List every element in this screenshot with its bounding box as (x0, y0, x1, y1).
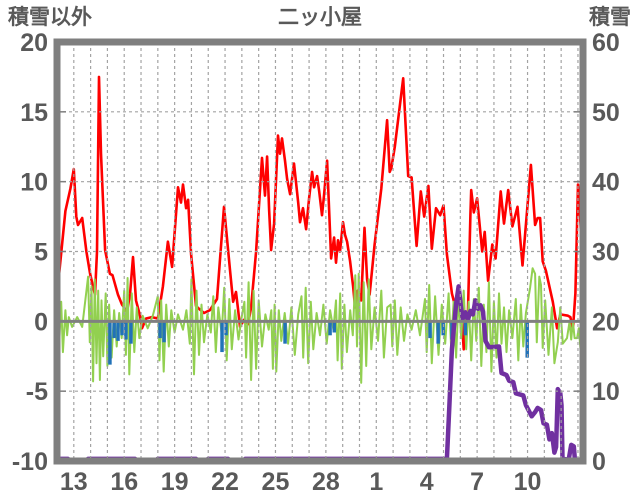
left-axis-tick-label: 10 (20, 169, 48, 197)
chart-title: 二ッ小屋 (278, 6, 362, 29)
green-series-line (57, 267, 583, 393)
blue-bars (158, 321, 162, 339)
blue-bars (525, 321, 529, 358)
right-axis-tick-label: 40 (592, 169, 620, 197)
right-axis-tick-label: 10 (592, 378, 620, 406)
x-axis-tick-label: 13 (60, 468, 88, 496)
x-axis-tick-label: 22 (211, 468, 239, 496)
x-axis-tick-label: 7 (470, 468, 484, 496)
x-axis-tick-label: 19 (161, 468, 189, 496)
blue-bars (436, 321, 440, 344)
blue-bars (220, 321, 224, 353)
right-axis-tick-label: 60 (592, 29, 620, 57)
blue-bars (332, 321, 337, 333)
right-axis-tick-label: 50 (592, 99, 620, 127)
right-axis-tick-label: 30 (592, 239, 620, 267)
left-axis-tick-label: -10 (12, 448, 48, 476)
blue-bars (116, 321, 120, 341)
blue-bars (112, 321, 116, 339)
snow-depth-line (242, 284, 583, 461)
blue-bars (162, 321, 166, 343)
left-axis-title: 積雪以外 (8, 6, 92, 29)
right-axis-tick-label: 20 (592, 308, 620, 336)
blue-bars (129, 321, 133, 344)
blue-bars (224, 321, 228, 336)
blue-bars (328, 321, 332, 336)
left-axis-tick-label: -5 (26, 378, 48, 406)
left-axis-tick-label: 0 (34, 308, 48, 336)
x-axis-tick-label: 28 (312, 468, 340, 496)
right-axis-title: 積雪 (589, 6, 631, 29)
x-axis-tick-label: 25 (262, 468, 290, 496)
blue-bars (124, 321, 128, 340)
left-axis-tick-label: 20 (20, 29, 48, 57)
left-axis-tick-label: 5 (34, 239, 48, 267)
blue-bars (441, 321, 445, 336)
x-axis-tick-label: 16 (110, 468, 138, 496)
blue-bars (463, 321, 468, 336)
plot-border (53, 38, 587, 465)
blue-bars (120, 321, 124, 336)
right-axis-tick-label: 0 (592, 448, 606, 476)
x-axis-tick-label: 1 (369, 468, 383, 496)
x-axis-tick-label: 10 (514, 468, 542, 496)
blue-bars (283, 321, 287, 344)
x-axis-tick-label: 4 (420, 468, 434, 496)
left-axis-tick-label: 15 (20, 99, 48, 127)
blue-bars (108, 321, 112, 365)
blue-bars (428, 321, 432, 339)
